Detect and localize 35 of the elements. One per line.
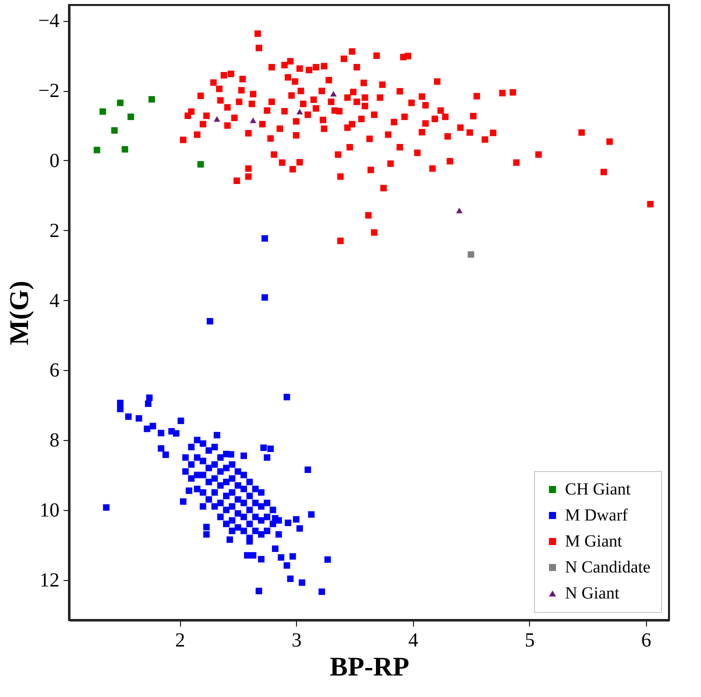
legend-label: CH Giant [565,480,631,498]
point [117,100,124,106]
point [250,118,256,124]
point [468,251,474,258]
point [214,116,220,122]
x-tick-label: 6 [641,630,652,652]
x-tick-label: 2 [175,630,186,652]
legend-label: N Giant [565,584,620,602]
y-tick-label: 2 [50,220,60,242]
y-tick-label: 8 [50,430,60,452]
y-tick-label: 6 [50,360,60,382]
y-tick-label: 10 [40,499,60,522]
legend-label: M Dwarf [565,506,628,524]
point [296,108,303,114]
y-tick-label: 4 [50,290,60,312]
y-tick-label: −4 [38,10,60,32]
point [148,96,155,103]
y-tick-label: 12 [40,569,60,592]
x-tick-label: 3 [292,630,302,652]
point [122,146,128,153]
legend-label: M Giant [565,532,622,550]
y-tick-label: 0 [50,150,60,172]
point [111,127,118,134]
point [94,146,100,154]
x-tick-label: 5 [524,630,535,652]
point [128,114,134,120]
point [456,208,463,214]
y-axis-title: M(G) [4,280,34,346]
x-axis-title: BP-RP [330,652,410,682]
y-tick-label: −2 [38,80,60,102]
x-tick-label: 4 [408,630,418,652]
point [330,90,337,97]
point [100,108,106,115]
legend-label: N Candidate [565,558,650,576]
point [197,161,204,168]
